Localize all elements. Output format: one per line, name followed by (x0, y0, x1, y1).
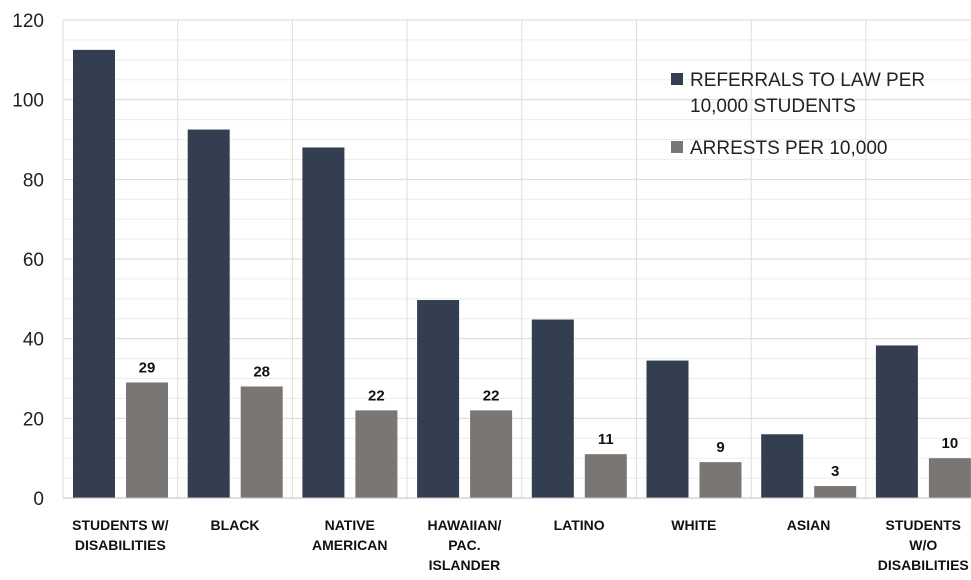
bar-series-1 (531, 319, 574, 498)
legend-swatch (671, 73, 683, 85)
data-label: 10 (942, 435, 959, 452)
y-tick-label: 0 (33, 489, 44, 510)
y-tick-label: 20 (23, 409, 44, 430)
bar-series-2 (470, 410, 513, 498)
category-label: BLACK (211, 517, 260, 533)
bar-series-2 (240, 386, 283, 498)
bar-series-2 (126, 382, 168, 498)
legend-label: REFERRALS TO LAW PER 10,000 STUDENTS (690, 70, 925, 117)
data-labels: 29 28 22 22 11 9 3 10 (139, 359, 959, 480)
legend: REFERRALS TO LAW PER 10,000 STUDENTS ARRES… (671, 70, 925, 159)
bar-series-1 (302, 147, 345, 498)
bar-series-2 (584, 454, 627, 498)
y-tick-label: 100 (12, 91, 44, 112)
bar-series-1 (875, 345, 918, 498)
bar-series-2 (355, 410, 398, 498)
category-label: STUDENTS W/O DISABILITIES (878, 517, 969, 573)
category-label: LATINO (554, 517, 605, 533)
bar-series-2 (928, 458, 971, 498)
bar-series-1 (417, 300, 460, 498)
y-tick-label: 40 (23, 330, 44, 351)
x-axis: STUDENTS W/DISABILITIES BLACK NATIVE AMERIC… (63, 497, 971, 573)
category-label: HAWAIIAN/PAC. ISLANDER (428, 517, 502, 573)
legend-label: ARRESTS PER 10,000 (690, 138, 887, 159)
bar-series-2 (814, 486, 857, 498)
y-axis: 0 20 40 60 80 100 120 (12, 11, 44, 510)
legend-swatch (671, 141, 683, 153)
data-label: 3 (831, 463, 839, 480)
y-tick-label: 80 (23, 170, 44, 191)
y-tick-label: 60 (23, 250, 44, 271)
bar-series-1 (187, 129, 230, 498)
category-label: WHITE (671, 517, 716, 533)
data-label: 28 (253, 363, 270, 380)
y-tick-label: 120 (12, 11, 44, 32)
category-label: ASIAN (787, 517, 831, 533)
category-label: NATIVE AMERICAN (312, 517, 387, 553)
bars (73, 49, 971, 498)
bar-series-1 (761, 434, 804, 498)
data-label: 11 (598, 431, 614, 448)
data-label: 22 (368, 387, 385, 404)
data-label: 22 (483, 387, 500, 404)
category-label: STUDENTS W/DISABILITIES (72, 517, 169, 553)
bar-series-2 (699, 462, 742, 498)
bar-series-1 (73, 49, 115, 498)
data-label: 29 (139, 359, 156, 376)
data-label: 9 (716, 439, 724, 456)
bar-series-1 (646, 360, 689, 498)
